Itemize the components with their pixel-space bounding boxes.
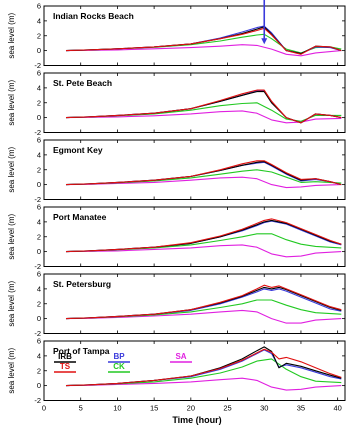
series-line-ts (65, 160, 342, 186)
panel-title: Port Manatee (53, 212, 107, 222)
x-tick-label: 0 (42, 404, 46, 413)
panel-4: -2 0 2 4 6 sea level (m) Port Manatee (7, 203, 346, 271)
x-tick-label: 25 (223, 404, 231, 413)
y-tick-label: 6 (37, 337, 41, 346)
y-tick-label: 0 (37, 381, 41, 390)
y-axis-label: sea level (m) (7, 80, 16, 126)
y-axis-label: sea level (m) (7, 281, 16, 327)
x-tick-label: 5 (79, 404, 83, 413)
series-line-sa (65, 44, 342, 57)
panel-title: St. Pete Beach (53, 78, 112, 88)
y-tick-label: 4 (37, 284, 41, 293)
series-line-ts (65, 284, 342, 320)
panel-1: -2 0 2 4 6 sea level (m) Indian Rocks Beach (7, 0, 346, 70)
y-tick-label: 4 (37, 217, 41, 226)
y-axis-label: sea level (m) (7, 147, 16, 193)
panel-frame (43, 340, 346, 401)
y-tick-label: 0 (37, 180, 41, 189)
panel-frame (43, 206, 346, 267)
series-line-ts (65, 218, 342, 253)
y-tick-label: 4 (37, 351, 41, 360)
y-tick-label: 6 (37, 203, 41, 212)
y-tick-label: 0 (37, 113, 41, 122)
y-tick-label: 4 (37, 16, 41, 25)
y-tick-label: 6 (37, 270, 41, 279)
y-tick-label: 4 (37, 150, 41, 159)
series-line-sa (65, 110, 342, 124)
y-tick-label: 2 (37, 165, 41, 174)
y-tick-label: -2 (34, 195, 41, 204)
x-tick-label: 40 (333, 404, 341, 413)
y-tick-label: 6 (37, 69, 41, 78)
series-line-ts (65, 27, 342, 55)
y-tick-label: -2 (34, 396, 41, 405)
y-tick-label: -2 (34, 128, 41, 137)
series-line-sa (65, 377, 342, 391)
series-line-sa (65, 244, 342, 258)
y-tick-label: 2 (37, 98, 41, 107)
series-line-sa (65, 309, 342, 324)
y-tick-label: 2 (37, 31, 41, 40)
panel-frame (43, 139, 346, 200)
panel-3: -2 0 2 4 6 sea level (m) Egmont Key (7, 136, 346, 204)
x-tick-label: 20 (187, 404, 195, 413)
y-tick-label: 0 (37, 314, 41, 323)
panel-2: -2 0 2 4 6 sea level (m) St. Pete Beach (7, 69, 346, 137)
panels: -2 0 2 4 6 sea level (m) Indian Rocks Beach -2 0… (7, 0, 346, 405)
panel-title: Port of Tampa (53, 346, 110, 356)
x-tick-label: 35 (297, 404, 305, 413)
legend-label-ck: CK (113, 362, 125, 371)
y-tick-label: 6 (37, 2, 41, 11)
y-tick-label: 6 (37, 136, 41, 145)
y-axis-label: sea level (m) (7, 13, 16, 59)
y-tick-label: 0 (37, 46, 41, 55)
marker-arrow-head (261, 38, 268, 45)
y-axis-label: sea level (m) (7, 214, 16, 260)
x-tick-label: 15 (150, 404, 158, 413)
x-tick-label: 10 (113, 404, 121, 413)
y-tick-label: 2 (37, 299, 41, 308)
series-line-ts (65, 89, 342, 124)
x-axis-label: Time (hour) (172, 415, 221, 425)
series-line-ts (65, 348, 342, 387)
legend-label-ts: TS (60, 362, 71, 371)
y-tick-label: 4 (37, 83, 41, 92)
legend-label-bp: BP (113, 352, 125, 361)
y-tick-label: -2 (34, 61, 41, 70)
legend-label-sa: SA (175, 352, 186, 361)
legend-label-irb: IRB (58, 352, 72, 361)
x-axis: 0 5 10 15 20 25 30 35 40 (42, 404, 342, 413)
y-tick-label: 2 (37, 232, 41, 241)
y-tick-label: 2 (37, 366, 41, 375)
panel-title: St. Petersburg (53, 279, 111, 289)
y-tick-label: -2 (34, 329, 41, 338)
panel-title: Indian Rocks Beach (53, 11, 134, 21)
legend: IRB BP SA TS CK (54, 352, 192, 373)
y-tick-label: -2 (34, 262, 41, 271)
y-tick-label: 0 (37, 247, 41, 256)
y-axis-label: sea level (m) (7, 348, 16, 394)
x-tick-label: 30 (260, 404, 268, 413)
panel-title: Egmont Key (53, 145, 103, 155)
series-line-sa (65, 176, 342, 189)
panel-5: -2 0 2 4 6 sea level (m) St. Petersburg (7, 270, 346, 338)
